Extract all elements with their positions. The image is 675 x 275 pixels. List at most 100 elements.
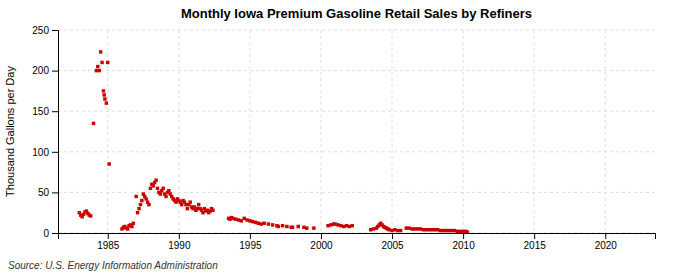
y-grid-line	[58, 151, 655, 152]
x-tick: 1985	[97, 233, 120, 251]
x-tick: 1990	[168, 233, 191, 251]
x-tick-mark	[392, 233, 393, 239]
y-tick: 200	[32, 65, 58, 76]
y-tick: 0	[43, 228, 58, 239]
x-grid-line	[605, 30, 606, 233]
y-axis: 0 50 100 150 200 250	[32, 25, 58, 239]
x-grid-line	[534, 30, 535, 233]
point	[267, 222, 270, 225]
x-tick-label: 2000	[310, 240, 333, 251]
point	[99, 50, 102, 53]
point	[305, 226, 308, 229]
y-tick-label: 150	[32, 106, 49, 117]
point	[136, 211, 139, 214]
x-tick-label: 2015	[524, 240, 547, 251]
x-tick-label: 1985	[97, 240, 120, 251]
x-tick-label: 1995	[239, 240, 262, 251]
x-axis: 1985 1990 1995 2000 2005 2010 2015 2020	[59, 233, 656, 251]
y-tick-mark	[52, 233, 58, 234]
point	[281, 224, 284, 227]
point	[96, 65, 99, 68]
point	[103, 97, 106, 100]
x-grid-line	[392, 30, 393, 233]
x-tick-mark	[463, 233, 464, 239]
x-tick: 2010	[452, 233, 475, 251]
x-axis-line	[59, 234, 656, 240]
x-tick: 2015	[524, 233, 547, 251]
x-grid-line	[249, 30, 250, 233]
chart: 1985 1990 1995 2000 2005 2010 2015 2020 0 50 100 15…	[0, 0, 675, 275]
point	[262, 222, 265, 225]
point	[130, 225, 133, 228]
x-tick-mark	[321, 233, 322, 239]
point	[106, 61, 109, 64]
point	[102, 93, 105, 96]
point	[161, 187, 164, 190]
y-tick: 100	[32, 147, 58, 158]
point	[167, 189, 170, 192]
x-grid-line	[463, 30, 464, 233]
point	[197, 203, 200, 206]
point	[285, 225, 288, 228]
point	[92, 122, 95, 125]
point	[107, 162, 110, 165]
point	[102, 89, 105, 92]
point	[100, 61, 103, 64]
y-tick-label: 200	[32, 65, 49, 76]
x-grid-line	[107, 30, 108, 233]
point	[399, 229, 402, 232]
point	[152, 184, 155, 187]
point	[144, 197, 147, 200]
y-grid-line	[58, 111, 655, 112]
title: Monthly Iowa Premium Gasoline Retail Sal…	[181, 6, 532, 21]
y-tick-label: 0	[43, 228, 49, 239]
point	[271, 223, 274, 226]
y-tick-label: 100	[32, 147, 49, 158]
point	[312, 226, 315, 229]
point	[154, 178, 157, 181]
annotation: Source: U.S. Energy Information Administ…	[8, 260, 218, 271]
y-tick-label: 250	[32, 25, 49, 36]
x-tick-label: 1990	[168, 240, 191, 251]
x-tick: 1995	[239, 233, 262, 251]
y-tick: 150	[32, 106, 58, 117]
point	[132, 222, 135, 225]
x-tick-mark	[605, 233, 606, 239]
point	[97, 69, 100, 72]
y-tick-mark	[52, 111, 58, 112]
point	[466, 230, 469, 233]
y-grid-line	[58, 192, 655, 193]
y-grid-line	[58, 70, 655, 71]
points	[78, 50, 470, 233]
point	[140, 199, 143, 202]
x-tick-mark	[108, 233, 109, 239]
y-grid-line	[58, 30, 655, 31]
plot: 1985 1990 1995 2000 2005 2010 2015 2020 0 50 100 15…	[32, 25, 655, 251]
point	[351, 224, 354, 227]
point	[159, 192, 162, 195]
point	[139, 203, 142, 206]
y-tick-mark	[52, 192, 58, 193]
y-tick-mark	[52, 152, 58, 153]
point	[291, 226, 294, 229]
point	[89, 214, 92, 217]
point	[134, 195, 137, 198]
x-tick-label: 2010	[452, 240, 475, 251]
x-tick-mark	[179, 233, 180, 239]
y-tick-mark	[52, 71, 58, 72]
x-grid-line	[320, 30, 321, 233]
point	[147, 203, 150, 206]
y-tick: 50	[38, 187, 58, 198]
x-tick: 2020	[595, 233, 618, 251]
x-tick: 2005	[381, 233, 404, 251]
x-tick-mark	[534, 233, 535, 239]
y-axis-title: Thousand Gallons per Day	[4, 66, 16, 197]
point	[164, 195, 167, 198]
point	[156, 187, 159, 190]
y-tick-mark	[52, 30, 58, 31]
point	[277, 225, 280, 228]
point	[105, 101, 108, 104]
point	[137, 207, 140, 210]
x-tick-label: 2005	[381, 240, 404, 251]
point	[211, 209, 214, 212]
